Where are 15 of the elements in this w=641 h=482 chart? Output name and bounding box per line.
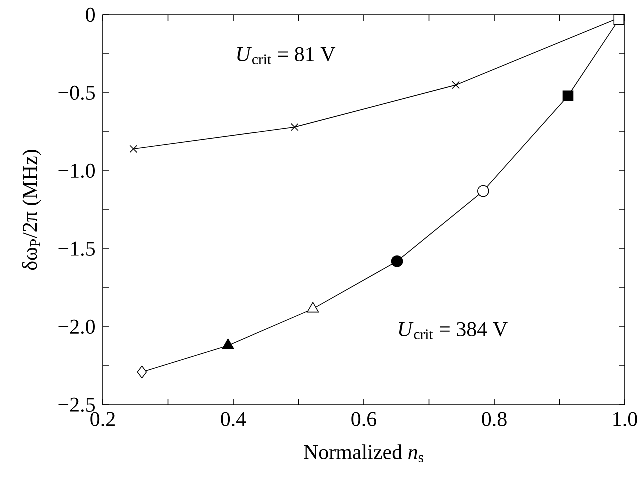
x-tick-label: 0.2	[90, 412, 115, 426]
y-tick-label: −1.5	[58, 242, 95, 256]
annotation: U$_{crit}$ = 384 V	[399, 322, 508, 340]
y-tick-label: −2.0	[58, 320, 96, 334]
y-tick-label: −0.5	[58, 86, 95, 100]
y-tick-label: −2.5	[58, 398, 95, 412]
x-axis-title: Normalized n$_{s}$	[304, 444, 424, 462]
y-tick-label: −1.0	[58, 164, 96, 178]
annotation: U$_{crit}$ = 81 V	[238, 47, 336, 65]
x-tick-label: 0.8	[482, 412, 507, 426]
x-tick-label: 0.6	[352, 412, 376, 426]
x-tick-label: 1.0	[614, 412, 638, 426]
x-tick-label: 0.4	[221, 412, 246, 426]
y-tick-label: 0	[86, 8, 96, 22]
y-axis-title: δω$_{P}$/2π (MHz)	[22, 150, 42, 270]
